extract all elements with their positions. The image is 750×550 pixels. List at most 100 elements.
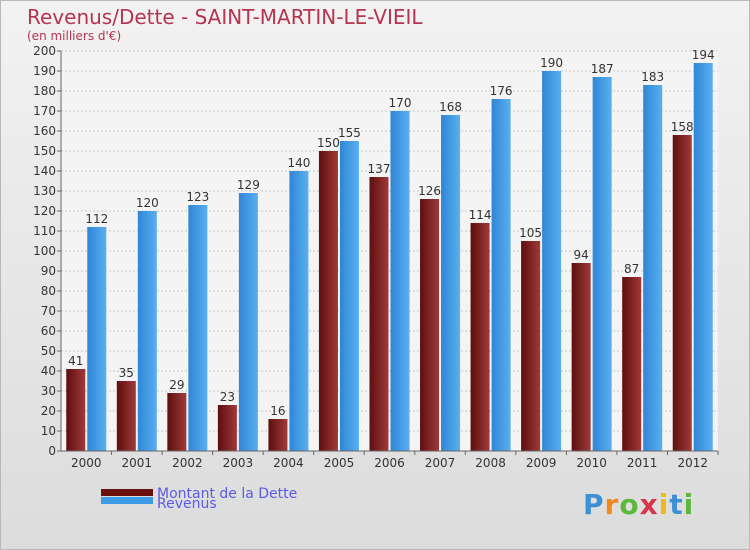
data-label-revenus: 194 xyxy=(692,48,715,62)
bar-revenus xyxy=(188,205,208,451)
bar-revenus xyxy=(289,171,309,451)
logo-letter: i xyxy=(658,488,670,521)
data-label-dette: 137 xyxy=(368,162,391,176)
logo-letter: r xyxy=(604,488,620,521)
x-tick-label: 2009 xyxy=(526,456,557,470)
data-label-revenus: 140 xyxy=(287,156,310,170)
data-label-dette: 87 xyxy=(624,262,639,276)
bar-dette xyxy=(571,263,591,451)
legend-label-revenus: Revenus xyxy=(157,496,217,512)
y-tick-label: 170 xyxy=(33,104,56,118)
x-tick-label: 2003 xyxy=(223,456,254,470)
x-tick-label: 2007 xyxy=(425,456,456,470)
x-tick-label: 2000 xyxy=(71,456,102,470)
x-tick-label: 2005 xyxy=(324,456,355,470)
data-label-dette: 150 xyxy=(317,136,340,150)
bar-dette xyxy=(672,135,692,451)
x-tick-label: 2011 xyxy=(627,456,658,470)
y-tick-label: 160 xyxy=(33,124,56,138)
data-label-dette: 126 xyxy=(418,184,441,198)
data-label-revenus: 123 xyxy=(186,190,209,204)
y-tick-label: 70 xyxy=(41,304,56,318)
bar-dette xyxy=(420,199,440,451)
y-tick-label: 110 xyxy=(33,224,56,238)
data-label-dette: 41 xyxy=(68,354,83,368)
data-label-dette: 94 xyxy=(574,248,589,262)
data-label-revenus: 190 xyxy=(540,56,563,70)
y-tick-label: 20 xyxy=(41,404,56,418)
bar-dette xyxy=(470,223,490,451)
y-tick-label: 150 xyxy=(33,144,56,158)
y-tick-label: 190 xyxy=(33,64,56,78)
bar-dette xyxy=(268,419,288,451)
logo-letter: o xyxy=(619,488,640,521)
data-label-revenus: 168 xyxy=(439,100,462,114)
data-label-dette: 23 xyxy=(220,390,235,404)
data-label-dette: 29 xyxy=(169,378,184,392)
chart-title: Revenus/Dette - SAINT-MARTIN-LE-VIEIL xyxy=(27,5,423,29)
data-label-dette: 35 xyxy=(119,366,134,380)
y-tick-label: 30 xyxy=(41,384,56,398)
x-tick-label: 2010 xyxy=(576,456,607,470)
bar-revenus xyxy=(542,71,562,451)
y-tick-label: 40 xyxy=(41,364,56,378)
bar-revenus xyxy=(390,111,410,451)
bar-dette xyxy=(167,393,187,451)
bar-revenus xyxy=(339,141,359,451)
x-tick-label: 2004 xyxy=(273,456,304,470)
y-tick-label: 60 xyxy=(41,324,56,338)
data-label-revenus: 176 xyxy=(490,84,513,98)
data-label-dette: 158 xyxy=(671,120,694,134)
data-label-revenus: 129 xyxy=(237,178,260,192)
bar-dette xyxy=(622,277,642,451)
bar-dette xyxy=(217,405,237,451)
data-label-dette: 105 xyxy=(519,226,542,240)
y-tick-label: 0 xyxy=(48,444,56,458)
data-label-revenus: 187 xyxy=(591,62,614,76)
data-label-revenus: 112 xyxy=(85,212,108,226)
x-tick-label: 2001 xyxy=(122,456,153,470)
bar-dette xyxy=(66,369,86,451)
axes: 0 10 20 30 40 50 60 70 80 90 100 110 120 130 140 150 160… xyxy=(33,44,719,470)
bar-revenus xyxy=(693,63,713,451)
x-tick-label: 2006 xyxy=(374,456,405,470)
bar-dette xyxy=(521,241,541,451)
bar-revenus xyxy=(87,227,107,451)
bar-dette xyxy=(116,381,136,451)
legend-label-dette: Montant de la Dette xyxy=(157,486,298,502)
y-tick-label: 120 xyxy=(33,204,56,218)
logo-letter: i xyxy=(683,488,695,521)
bar-revenus xyxy=(238,193,258,451)
legend-swatch-revenus xyxy=(101,497,153,504)
y-tick-label: 200 xyxy=(33,44,56,58)
y-tick-label: 100 xyxy=(33,244,56,258)
y-tick-label: 180 xyxy=(33,84,56,98)
bar-dette xyxy=(369,177,389,451)
y-tick-label: 90 xyxy=(41,264,56,278)
x-tick-label: 2008 xyxy=(475,456,506,470)
data-label-dette: 16 xyxy=(270,404,285,418)
gridlines xyxy=(61,50,718,452)
data-label-dette: 114 xyxy=(469,208,492,222)
x-tick-label: 2002 xyxy=(172,456,203,470)
bar-revenus xyxy=(592,77,612,451)
data-label-revenus: 120 xyxy=(136,196,159,210)
logo-letter: P xyxy=(583,488,605,521)
data-label-revenus: 170 xyxy=(389,96,412,110)
bar-revenus xyxy=(491,99,511,451)
y-tick-label: 140 xyxy=(33,164,56,178)
y-tick-label: 130 xyxy=(33,184,56,198)
bar-revenus xyxy=(643,85,663,451)
logo-letter: t xyxy=(669,488,684,521)
legend-swatch-dette xyxy=(101,489,153,496)
bar-dette xyxy=(318,151,338,451)
data-label-revenus: 183 xyxy=(641,70,664,84)
y-tick-label: 80 xyxy=(41,284,56,298)
bar-revenus xyxy=(441,115,461,451)
chart-subtitle: (en milliers d'€) xyxy=(27,29,122,43)
data-label-revenus: 155 xyxy=(338,126,361,140)
bars xyxy=(66,63,713,451)
x-tick-label: 2012 xyxy=(677,456,708,470)
y-tick-label: 10 xyxy=(41,424,56,438)
